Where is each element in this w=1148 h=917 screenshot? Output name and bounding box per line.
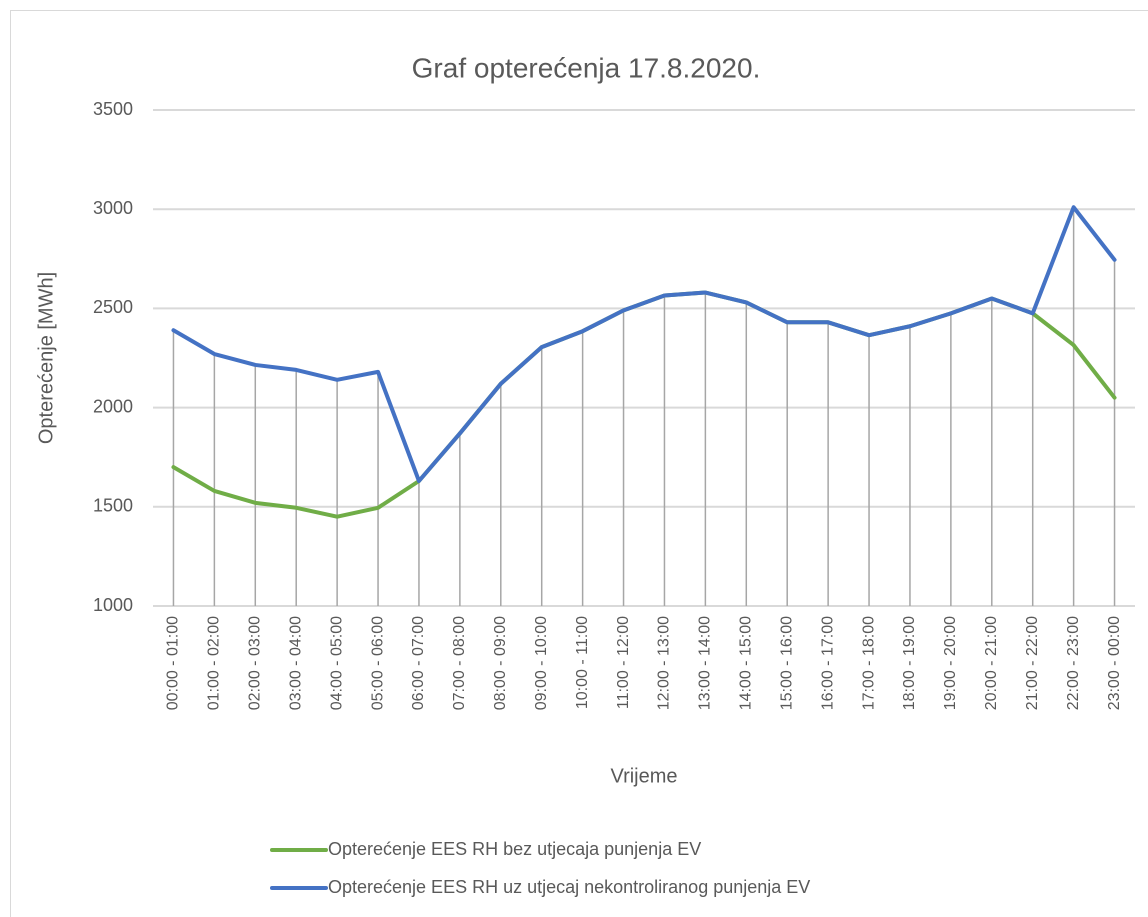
x-tick-label: 08:00 - 09:00 xyxy=(492,616,509,710)
y-tick-label: 3500 xyxy=(93,99,133,119)
legend-label: Opterećenje EES RH bez utjecaja punjenja… xyxy=(328,839,701,859)
x-tick-label: 11:00 - 12:00 xyxy=(615,616,632,709)
legend-label: Opterećenje EES RH uz utjecaj nekontroli… xyxy=(328,877,810,897)
x-tick-label: 01:00 - 02:00 xyxy=(206,616,223,710)
x-tick-label: 07:00 - 08:00 xyxy=(451,616,468,710)
x-tick-label: 09:00 - 10:00 xyxy=(533,616,550,710)
y-tick-label: 2500 xyxy=(93,297,133,317)
series-line xyxy=(171,205,1117,484)
x-tick-label: 03:00 - 04:00 xyxy=(287,616,304,710)
y-tick-label: 1500 xyxy=(93,496,133,516)
x-tick-label: 19:00 - 20:00 xyxy=(942,616,959,710)
x-tick-label: 04:00 - 05:00 xyxy=(328,616,345,710)
x-tick-label: 14:00 - 15:00 xyxy=(738,616,755,710)
x-tick-label: 05:00 - 06:00 xyxy=(369,616,386,710)
x-tick-label: 06:00 - 07:00 xyxy=(410,616,427,710)
x-tick-label: 20:00 - 21:00 xyxy=(983,616,1000,710)
y-tick-label: 2000 xyxy=(93,396,133,416)
chart-title: Graf opterećenja 17.8.2020. xyxy=(412,52,761,83)
x-tick-label: 15:00 - 16:00 xyxy=(778,616,795,710)
x-tick-label: 02:00 - 03:00 xyxy=(247,616,264,710)
x-tick-label: 22:00 - 23:00 xyxy=(1065,616,1082,710)
y-tick-label: 1000 xyxy=(93,595,133,615)
x-tick-label: 12:00 - 13:00 xyxy=(656,616,673,710)
x-tick-label: 00:00 - 01:00 xyxy=(165,616,182,710)
x-tick-label: 13:00 - 14:00 xyxy=(697,616,714,710)
x-tick-label: 16:00 - 17:00 xyxy=(819,616,836,710)
x-tick-label: 18:00 - 19:00 xyxy=(901,616,918,710)
x-tick-label: 21:00 - 22:00 xyxy=(1024,616,1041,710)
chart-border xyxy=(10,10,1148,917)
x-tick-label: 10:00 - 11:00 xyxy=(574,616,591,709)
x-axis-label: Vrijeme xyxy=(610,765,677,787)
x-tick-label: 17:00 - 18:00 xyxy=(860,616,877,710)
y-axis-label: Opterećenje [MWh] xyxy=(35,272,57,444)
x-tick-label: 23:00 - 00:00 xyxy=(1106,616,1123,710)
y-tick-label: 3000 xyxy=(93,198,133,218)
